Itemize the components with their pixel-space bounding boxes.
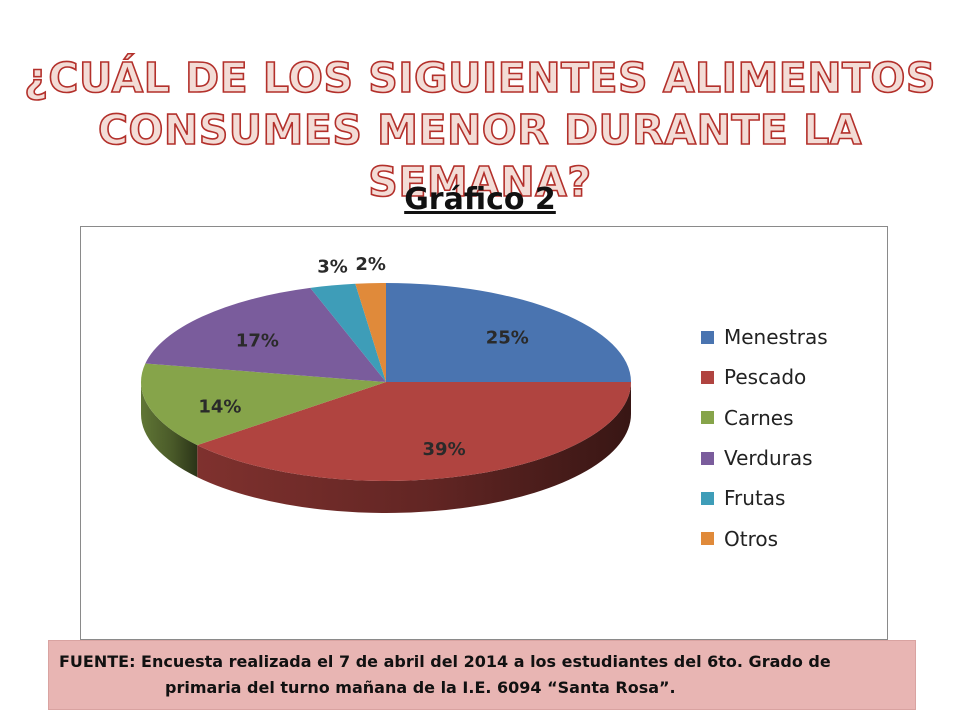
data-label-pescado: 39% — [423, 439, 466, 460]
chart-title: ¿CUÁL DE LOS SIGUIENTES ALIMENTOS CONSUM… — [0, 52, 960, 208]
pie-slice-menestras — [386, 283, 631, 382]
legend-swatch — [701, 370, 714, 384]
source-line-2: primaria del turno mañana de la I.E. 609… — [165, 678, 676, 697]
data-label-menestras: 25% — [486, 328, 529, 349]
legend-swatch — [701, 491, 714, 505]
pie-side-pescado — [197, 382, 632, 513]
legend-item-frutas: Frutas — [701, 478, 828, 518]
legend-label: Carnes — [724, 405, 794, 430]
legend-label: Pescado — [724, 365, 807, 390]
legend-swatch — [701, 330, 714, 344]
pie-slice-otros — [355, 283, 386, 382]
source-line-1: FUENTE: Encuesta realizada el 7 de abril… — [59, 652, 831, 671]
legend-item-pescado: Pescado — [701, 357, 828, 397]
legend-label: Menestras — [724, 325, 828, 350]
data-label-carnes: 14% — [198, 396, 241, 417]
data-label-verduras: 17% — [236, 330, 279, 351]
legend-swatch — [701, 411, 714, 425]
data-label-frutas: 3% — [317, 256, 348, 277]
title-line-1: ¿CUÁL DE LOS SIGUIENTES ALIMENTOS — [23, 53, 936, 103]
pie-slice-frutas — [310, 283, 386, 382]
title-line-2: CONSUMES MENOR DURANTE LA SEMANA? — [97, 105, 863, 207]
legend-swatch — [701, 532, 714, 546]
legend-label: Frutas — [724, 486, 786, 511]
legend-item-verduras: Verduras — [701, 438, 828, 478]
legend-item-carnes: Carnes — [701, 398, 828, 438]
legend-item-otros: Otros — [701, 518, 828, 558]
legend-label: Otros — [724, 526, 779, 551]
source-note: FUENTE: Encuesta realizada el 7 de abril… — [48, 640, 916, 710]
chart-legend: Menestras Pescado Carnes Verduras Frutas Otro… — [701, 317, 828, 559]
legend-item-menestras: Menestras — [701, 317, 828, 357]
pie-slice-verduras — [145, 287, 386, 382]
pie-side-carnes — [141, 382, 198, 478]
data-label-otros: 2% — [355, 254, 386, 275]
legend-label: Verduras — [724, 446, 813, 471]
pie-slice-carnes — [141, 363, 386, 446]
legend-swatch — [701, 451, 714, 465]
chart-area: 25% 39% 14% 17% 3% 2% Menestras Pescado Carnes V… — [80, 226, 888, 640]
pie-slice-pescado — [197, 382, 632, 481]
chart-subtitle: Gráfico 2 — [404, 182, 556, 217]
pie-chart: 25% 39% 14% 17% 3% 2% — [141, 254, 632, 513]
